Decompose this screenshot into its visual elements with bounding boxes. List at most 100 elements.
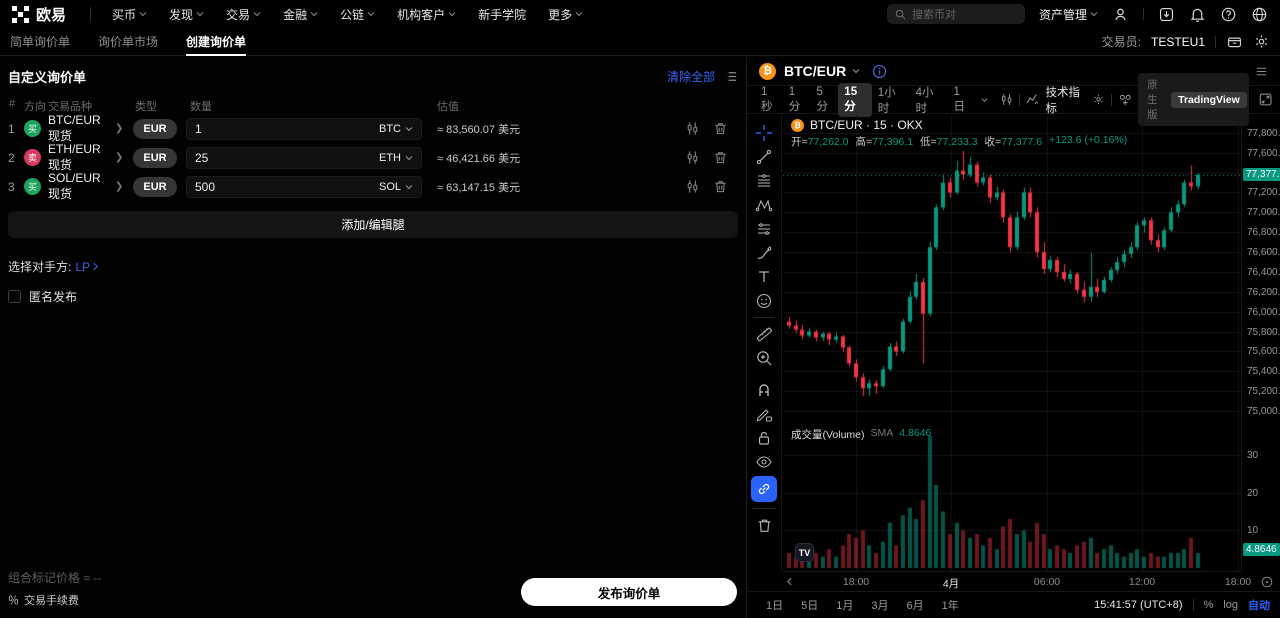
- nav-item-finance[interactable]: 金融: [272, 6, 329, 23]
- amount-field[interactable]: BTC: [186, 117, 422, 140]
- amount-input[interactable]: [195, 121, 379, 136]
- counterparty-link[interactable]: LP: [75, 260, 100, 274]
- interval-1h[interactable]: 1小时: [877, 86, 896, 115]
- currency-select[interactable]: ETH: [379, 152, 413, 164]
- range-1y[interactable]: 1年: [941, 600, 959, 612]
- range-6m[interactable]: 6月: [906, 600, 924, 612]
- add-edit-legs-button[interactable]: 添加/编辑腿: [8, 211, 738, 238]
- search-input[interactable]: 搜索币对: [886, 4, 1025, 24]
- candlestick-chart-canvas[interactable]: [783, 115, 1241, 571]
- collapse-left-icon[interactable]: [785, 577, 794, 586]
- crosshair-tool[interactable]: [751, 121, 777, 145]
- trend-line-tool[interactable]: [751, 145, 777, 169]
- interval-1s[interactable]: 1秒: [761, 85, 773, 113]
- tab-create-rfq[interactable]: 创建询价单: [186, 28, 247, 56]
- text-tool[interactable]: [751, 265, 777, 289]
- interval-1d[interactable]: 1日: [953, 85, 965, 113]
- amount-field[interactable]: ETH: [186, 146, 422, 169]
- log-scale-toggle[interactable]: log: [1223, 599, 1238, 611]
- indicators-icon[interactable]: [1026, 92, 1039, 107]
- interval-5m[interactable]: 5分: [816, 85, 829, 113]
- leg-pair[interactable]: ETH/EUR 现货: [48, 142, 101, 172]
- leg-type-pill[interactable]: EUR: [133, 118, 177, 139]
- auto-scale-toggle[interactable]: 自动: [1248, 600, 1270, 612]
- leg-pair[interactable]: SOL/EUR 现货: [48, 171, 101, 201]
- tradingview-logo[interactable]: TV: [795, 543, 814, 562]
- list-menu-icon[interactable]: [725, 70, 738, 83]
- anonymous-checkbox[interactable]: [8, 290, 21, 303]
- range-3m[interactable]: 3月: [871, 600, 889, 612]
- publish-rfq-button[interactable]: 发布询价单: [521, 578, 737, 606]
- scroll-to-realtime-icon[interactable]: [1260, 575, 1274, 589]
- language-globe-icon[interactable]: [1251, 6, 1268, 23]
- brush-tool[interactable]: [751, 241, 777, 265]
- sync-drawings-link-button[interactable]: [751, 476, 777, 502]
- okx-brand[interactable]: 欧易: [12, 4, 66, 25]
- price-axis[interactable]: 77,800.077,600.077,400.077,200.077,000.0…: [1241, 115, 1280, 571]
- chart-clock[interactable]: 15:41:57 (UTC+8): [1094, 599, 1183, 611]
- notifications-icon[interactable]: [1189, 6, 1206, 23]
- xabcd-pattern-tool[interactable]: [751, 193, 777, 217]
- tab-rfq-market[interactable]: 询价单市场: [98, 35, 159, 49]
- tradingview-segment[interactable]: TradingView: [1171, 91, 1247, 108]
- fullscreen-icon[interactable]: [1259, 92, 1272, 107]
- nav-item-chain[interactable]: 公链: [329, 6, 386, 23]
- percent-scale-toggle[interactable]: %: [1203, 599, 1214, 611]
- chart-style-icon[interactable]: [1000, 92, 1013, 107]
- lock-all-drawings-tool[interactable]: [751, 426, 777, 450]
- magnet-tool[interactable]: [751, 378, 777, 402]
- settings-gear-icon[interactable]: [1253, 33, 1270, 50]
- interval-1m[interactable]: 1分: [788, 85, 801, 113]
- emoji-tool[interactable]: [751, 289, 777, 313]
- nav-item-buy-crypto[interactable]: 买币: [101, 6, 158, 23]
- leg-type-pill[interactable]: EUR: [133, 176, 177, 197]
- currency-select[interactable]: SOL: [379, 181, 413, 193]
- measure-ruler-tool[interactable]: [751, 322, 777, 346]
- nav-item-trade[interactable]: 交易: [215, 6, 272, 23]
- amount-input[interactable]: [195, 179, 379, 194]
- chevron-down-icon[interactable]: [852, 67, 860, 75]
- trash-icon[interactable]: [713, 121, 728, 136]
- amount-input[interactable]: [195, 150, 379, 165]
- user-icon[interactable]: [1112, 6, 1129, 23]
- remove-drawings-trash-tool[interactable]: [751, 513, 777, 537]
- chevron-right-icon[interactable]: ❯: [115, 152, 124, 163]
- range-1m[interactable]: 1月: [836, 600, 854, 612]
- indicators-label[interactable]: 技术指标: [1045, 86, 1081, 115]
- bar-replay-icon[interactable]: [1118, 92, 1132, 108]
- chevron-down-icon[interactable]: [981, 96, 988, 104]
- chart-settings-gear-icon[interactable]: [1092, 92, 1105, 107]
- trash-icon[interactable]: [713, 150, 728, 165]
- download-app-icon[interactable]: [1158, 6, 1175, 23]
- chevron-right-icon[interactable]: ❯: [115, 181, 124, 192]
- help-icon[interactable]: [1220, 6, 1237, 23]
- drawing-mode-lock-tool[interactable]: [751, 402, 777, 426]
- tab-simple-rfq[interactable]: 简单询价单: [10, 35, 71, 49]
- zoom-in-tool[interactable]: [751, 346, 777, 370]
- range-5d[interactable]: 5日: [801, 600, 819, 612]
- candlestick-icon[interactable]: [685, 150, 700, 165]
- interval-15m[interactable]: 15分: [838, 82, 872, 117]
- interval-4h[interactable]: 4小时: [915, 86, 934, 115]
- time-axis[interactable]: 18:00 4月 06:00 12:00 18:00: [783, 571, 1273, 591]
- range-1d[interactable]: 1日: [766, 600, 784, 612]
- hide-drawings-eye-tool[interactable]: [751, 450, 777, 474]
- nav-item-institutions[interactable]: 机构客户: [386, 6, 467, 23]
- leg-type-pill[interactable]: EUR: [133, 147, 177, 168]
- amount-field[interactable]: SOL: [186, 175, 422, 198]
- history-icon[interactable]: [1226, 33, 1243, 50]
- nav-item-more[interactable]: 更多: [537, 6, 594, 23]
- chart-plot-area[interactable]: ₿ BTC/EUR · 15 · OKX 开=77,262.0 高=77,396…: [783, 115, 1241, 571]
- clear-all-link[interactable]: 清除全部: [666, 70, 715, 84]
- fib-retracement-tool[interactable]: [751, 169, 777, 193]
- long-position-tool[interactable]: [751, 217, 777, 241]
- leg-pair[interactable]: BTC/EUR 现货: [48, 113, 101, 143]
- nav-item-academy[interactable]: 新手学院: [478, 7, 527, 22]
- assets-menu[interactable]: 资产管理: [1039, 6, 1098, 23]
- chart-symbol[interactable]: BTC/EUR: [784, 63, 847, 79]
- info-icon[interactable]: [872, 64, 887, 79]
- chevron-right-icon[interactable]: ❯: [115, 123, 124, 134]
- candlestick-icon[interactable]: [685, 121, 700, 136]
- trash-icon[interactable]: [713, 179, 728, 194]
- nav-item-discover[interactable]: 发现: [158, 6, 215, 23]
